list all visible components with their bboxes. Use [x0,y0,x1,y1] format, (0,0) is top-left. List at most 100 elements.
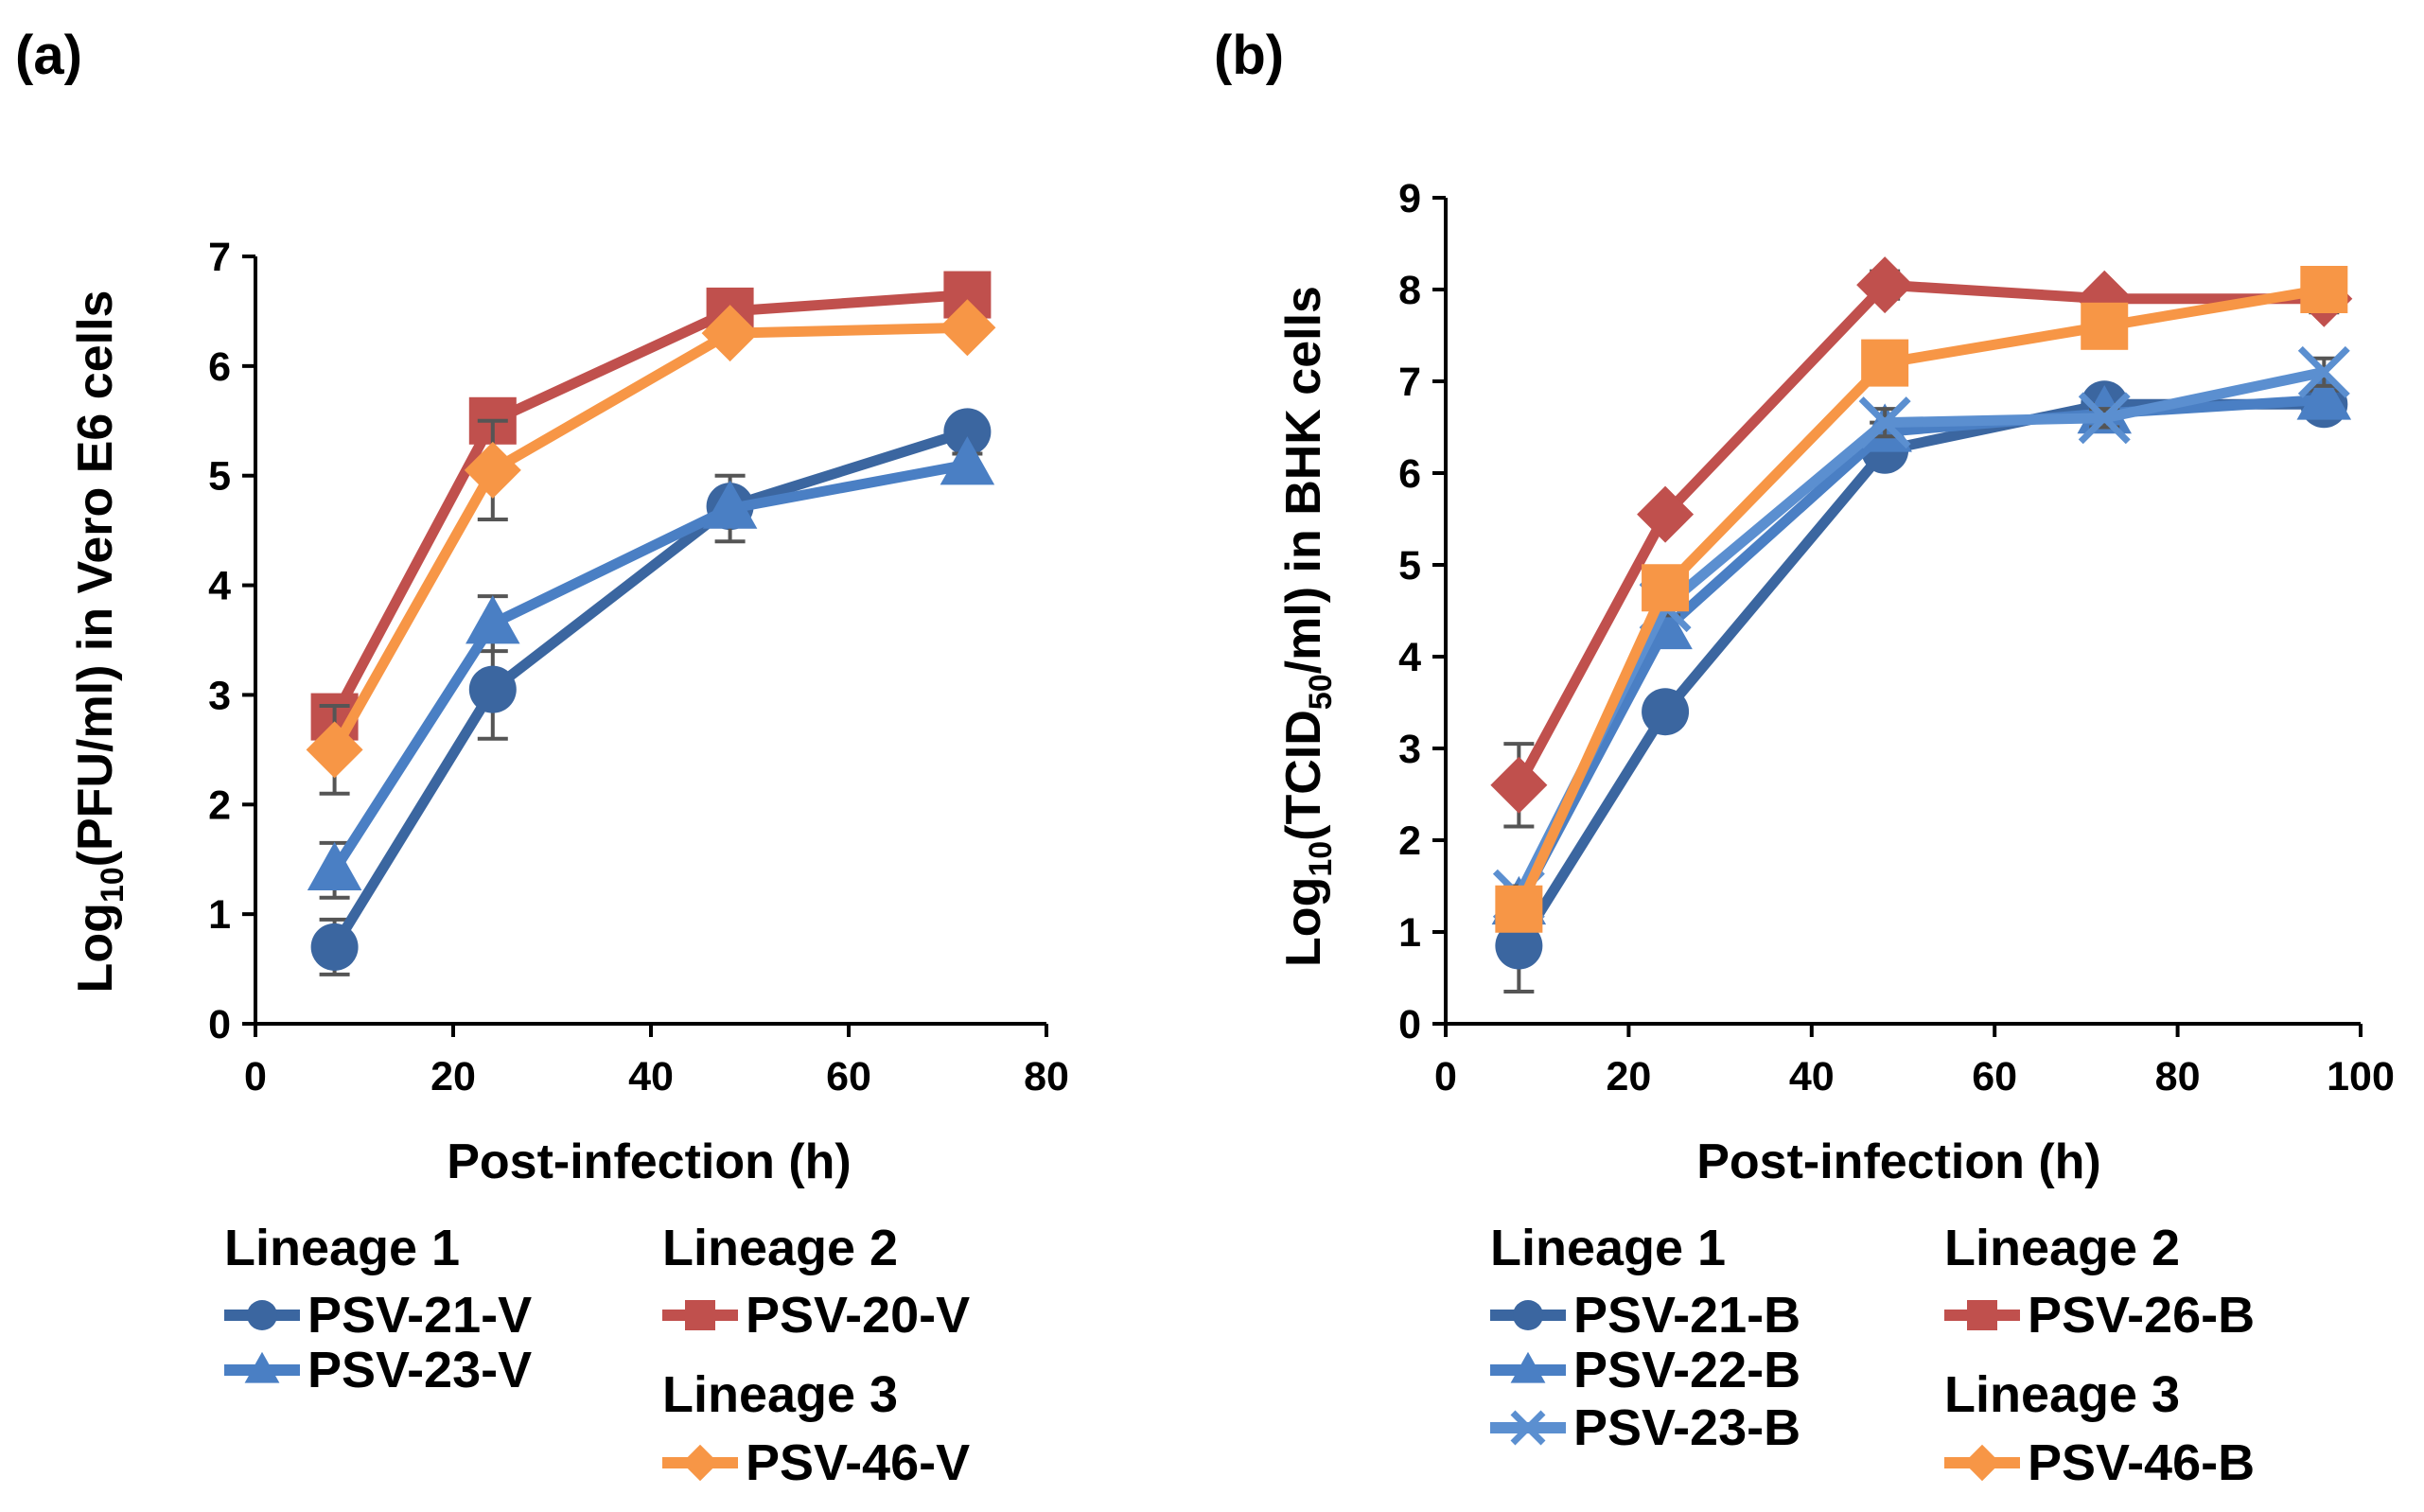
series-line [329,427,970,950]
y-tick-label: 3 [208,673,231,718]
panel-label: (b) [1214,25,1284,86]
legend-group-title: Lineage 2 [662,1220,898,1276]
y-axis-title-part: (PFU/ml) in Vero E6 cells [68,290,123,868]
legend-entry: PSV-46-V [662,1434,970,1491]
legend-group-title: Lineage 3 [1944,1366,2180,1423]
series-line [1514,284,2326,912]
data-point [1858,396,1911,449]
data-point [1856,256,1914,314]
y-axis-title-part: (TCID [1276,710,1331,841]
y-axis-title-subscript: 10 [1303,841,1339,877]
x-tick-label: 0 [1434,1054,1457,1099]
x-axis-title: Post-infection (h) [1696,1134,2101,1189]
data-point [1642,564,1690,612]
data-point [307,841,362,891]
data-point [701,305,759,362]
y-tick-label: 4 [208,564,231,609]
series-PSV-23-B [1492,345,2350,922]
legend-marker [1510,1351,1546,1383]
legend-marker [681,1444,719,1482]
data-point [702,480,758,529]
data-point [464,441,521,499]
data-point [939,299,996,357]
data-point [1490,756,1548,814]
y-axis-title-part: Log [68,903,123,993]
y-axis-title-subscript: 10 [95,867,131,903]
data-point [306,721,363,779]
y-tick-label: 6 [208,344,231,390]
y-tick-label: 0 [208,1002,231,1047]
data-point [1495,885,1543,933]
x-tick-label: 100 [2327,1054,2395,1099]
legend-label: PSV-21-V [307,1287,532,1344]
legend-marker [1967,1300,1997,1330]
y-tick-label: 5 [1398,543,1421,589]
series-line [329,290,968,720]
chart-panel-a: (a) 0 20 40 60 80 0 1 2 3 4 5 6 7 Post-infection (h) Lo… [15,25,1069,1491]
y-tick-label: 1 [1398,910,1421,956]
x-tick-label: 40 [1789,1054,1835,1099]
legend-group-title: Lineage 1 [1490,1220,1726,1276]
x-tick-label: 0 [244,1054,267,1099]
legend-label: PSV-26-B [2028,1287,2255,1344]
y-tick-label: 3 [1398,727,1421,772]
x-tick-label: 80 [2155,1054,2201,1099]
series-PSV-20-V [310,271,992,741]
legend-entry: PSV-20-V [662,1287,970,1344]
y-tick-label: 6 [1398,451,1421,497]
y-axis-title-subscript: 50 [1303,674,1339,710]
legend-marker [1510,1410,1546,1446]
series-PSV-46-B [1495,266,2348,933]
y-axis-title-part: Log [1276,877,1331,967]
legend-marker [1513,1300,1543,1330]
x-tick-label: 80 [1024,1054,1069,1099]
legend-label: PSV-23-V [307,1342,532,1398]
data-point [468,665,517,713]
data-point [1642,688,1690,736]
series-PSV-26-B [1490,256,2353,829]
legend-group-title: Lineage 3 [662,1366,898,1423]
data-point [2300,266,2348,313]
y-axis-title-part: /ml) in BHK cells [1276,286,1331,674]
data-point [1495,922,1543,970]
data-point [2081,302,2129,350]
legend-marker [247,1300,277,1330]
y-tick-label: 8 [1398,268,1421,313]
legend-label: PSV-20-V [746,1287,970,1344]
data-point [1637,485,1695,543]
data-point [2078,392,2131,445]
legend-label: PSV-46-B [2028,1434,2255,1491]
y-axis-title: Log10(PFU/ml) in Vero E6 cells [68,290,131,993]
legend-label: PSV-21-B [1573,1287,1800,1344]
y-axis-title: Log10(TCID50/ml) in BHK cells [1276,286,1339,967]
y-tick-label: 7 [1398,360,1421,405]
x-tick-label: 40 [628,1054,674,1099]
y-tick-label: 5 [208,454,231,500]
legend-entry: PSV-21-B [1490,1287,1800,1344]
legend-group-title: Lineage 1 [224,1220,460,1276]
series-PSV-22-B [1491,371,2352,925]
y-tick-label: 9 [1398,176,1421,221]
legend-label: PSV-22-B [1573,1342,1800,1398]
legend-entry: PSV-23-V [224,1342,532,1398]
series-line [329,322,968,753]
legend-entry: PSV-26-B [1944,1287,2255,1344]
x-axis-title: Post-infection (h) [447,1134,852,1189]
series-line [329,459,969,873]
legend-label: PSV-23-B [1573,1399,1800,1456]
legend-entry: PSV-22-B [1490,1342,1800,1398]
legend-entry: PSV-46-B [1944,1434,2255,1491]
data-point [943,408,992,456]
data-point [465,595,520,644]
x-tick-label: 20 [430,1054,476,1099]
y-tick-label: 4 [1398,635,1421,680]
x-tick-label: 60 [1972,1054,2017,1099]
y-tick-label: 1 [208,892,231,938]
legend-entry: PSV-21-V [224,1287,532,1344]
y-tick-label: 2 [1398,818,1421,864]
legend-marker [1963,1444,2001,1482]
chart-panel-b: (b) 0 20 40 60 80 100 0 1 2 3 4 5 6 7 8 9 Post-infection … [1214,25,2395,1491]
